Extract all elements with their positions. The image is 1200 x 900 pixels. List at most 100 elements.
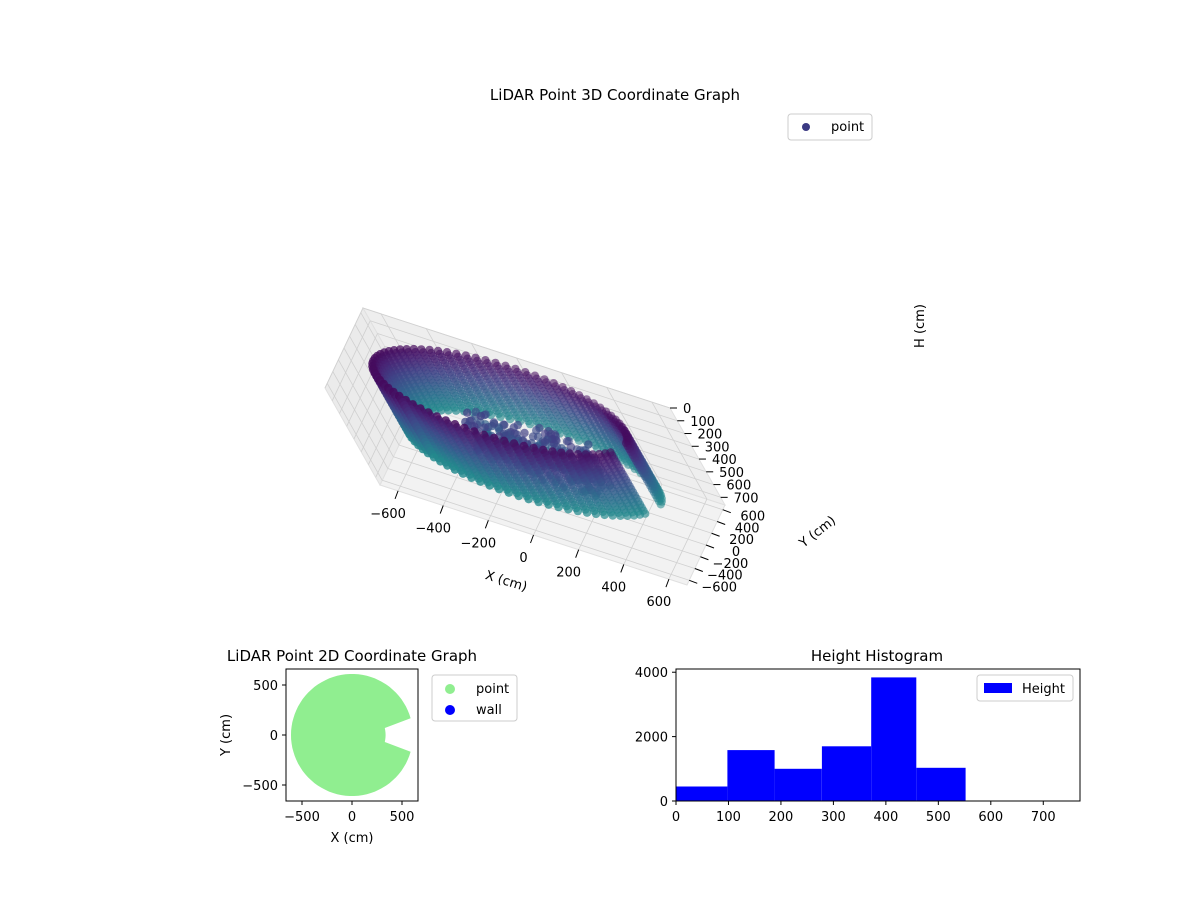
data-point (496, 412, 505, 422)
tick-label-x: −600 (370, 507, 406, 522)
data-point (467, 473, 476, 482)
data-point (480, 423, 489, 432)
histogram-bar (916, 767, 966, 801)
tick-label-x: 100 (716, 810, 741, 825)
tick-mark-y (722, 509, 731, 514)
tick-mark-y (717, 521, 726, 525)
data-point (437, 406, 446, 415)
histogram-bar (727, 750, 775, 801)
tick-label-x: 200 (556, 566, 581, 581)
axes-frame-histogram (675, 668, 1081, 802)
tick-label-x: 200 (769, 810, 794, 825)
tick-label-x: 0 (519, 551, 527, 566)
data-point (540, 437, 549, 447)
legend-frame (787, 113, 873, 141)
data-point (528, 432, 538, 441)
tick-label-y: 500 (253, 679, 278, 694)
data-point (574, 436, 584, 445)
tick-label-h: 400 (712, 453, 737, 468)
data-point (623, 511, 632, 520)
tick-labels-histogram: 0 100 200 300 400 500 600 700 0 2000 4000 (635, 666, 1056, 825)
data-point (458, 469, 468, 478)
legend-marker-height (984, 683, 1012, 693)
tick-mark-x (665, 578, 670, 588)
tick-label-h: 700 (734, 491, 759, 506)
tick-label-y: −600 (701, 580, 737, 595)
tick-label-h: 200 (697, 428, 722, 443)
tick-label-h: 300 (705, 440, 730, 455)
chart-title-3d: LiDAR Point 3D Coordinate Graph (490, 86, 740, 104)
data-point (463, 408, 472, 417)
gridline-x-backwall (651, 401, 708, 500)
gridline-h-leftwall (331, 320, 371, 401)
tick-labels-3d: −600−400−2000200400600−600−400−200020040… (370, 402, 765, 610)
gridline-y-leftwall (332, 371, 389, 469)
data-point (451, 406, 461, 415)
tick-label-y: 200 (729, 533, 754, 548)
histogram-bars (676, 677, 966, 801)
data-point (629, 511, 639, 520)
tick-label-y: 4000 (635, 666, 668, 681)
gridline-y-leftwall (326, 383, 383, 481)
gridline-x-backwall (606, 387, 663, 485)
scatter-2d-plot: LiDAR Point 2D Coordinate Graph −500 0 500… (219, 647, 518, 846)
gridline-y-floor (387, 468, 695, 569)
data-point (532, 426, 541, 435)
point-disc (291, 674, 411, 796)
gridline-h-leftwall (324, 307, 364, 389)
legend-marker-point (445, 684, 455, 694)
tick-label-x: 300 (821, 810, 846, 825)
height-histogram: Height Histogram 0 100 200 300 400 500 600 7000… (635, 647, 1081, 825)
tick-label-x: 600 (647, 595, 672, 610)
legend-marker-wall (445, 705, 455, 715)
tick-mark-x (439, 505, 444, 514)
data-point (476, 477, 485, 486)
legend-2d: point wall (431, 674, 518, 722)
data-point (564, 505, 573, 514)
data-point (450, 465, 460, 474)
data-point (608, 511, 617, 520)
tick-label-y: 2000 (635, 731, 668, 746)
data-point (504, 488, 514, 497)
tick-mark-y (711, 532, 720, 537)
data-point (443, 461, 452, 470)
histogram-bar (821, 746, 872, 801)
tick-label-x: 0 (672, 810, 680, 825)
data-point (429, 453, 439, 462)
tick-label-y: 400 (735, 521, 760, 536)
data-point (573, 506, 583, 516)
data-point (444, 406, 453, 415)
data-point (524, 495, 533, 504)
tick-label-h: 100 (690, 415, 715, 430)
tick-label-x: 500 (390, 810, 415, 825)
tick-label-y: 600 (740, 510, 765, 525)
tick-label-y: −400 (707, 569, 743, 584)
gridline-y-leftwall (343, 347, 400, 446)
tick-label-h: 0 (683, 402, 691, 417)
tick-mark-y (689, 579, 698, 584)
tick-mark-x (575, 549, 580, 558)
histogram-bar (871, 677, 917, 801)
data-point (566, 442, 576, 452)
chart-title-histogram: Height Histogram (811, 647, 943, 665)
data-point (520, 428, 529, 438)
tick-label-x: 0 (348, 810, 356, 825)
scatter-3d-plot: LiDAR Point 3D Coordinate Graph −600−400… (324, 86, 928, 610)
tick-label-y: −200 (713, 557, 749, 572)
histogram-bar (774, 768, 822, 801)
tick-mark-y (694, 568, 703, 572)
legend-label-point: point (476, 682, 509, 697)
data-point (495, 485, 504, 494)
data-point (554, 502, 563, 512)
data-point (624, 460, 633, 469)
data-point (534, 497, 543, 507)
tick-label-x: −200 (460, 536, 496, 551)
tick-mark-x (620, 564, 625, 573)
tick-label-x: 700 (1031, 810, 1056, 825)
tick-mark-x (530, 534, 534, 544)
tick-label-y: 0 (732, 545, 740, 560)
y-axis-label-3d: Y (cm) (796, 513, 839, 551)
tick-label-x: 600 (978, 810, 1003, 825)
tick-mark-y (700, 556, 709, 561)
data-point (591, 509, 601, 519)
